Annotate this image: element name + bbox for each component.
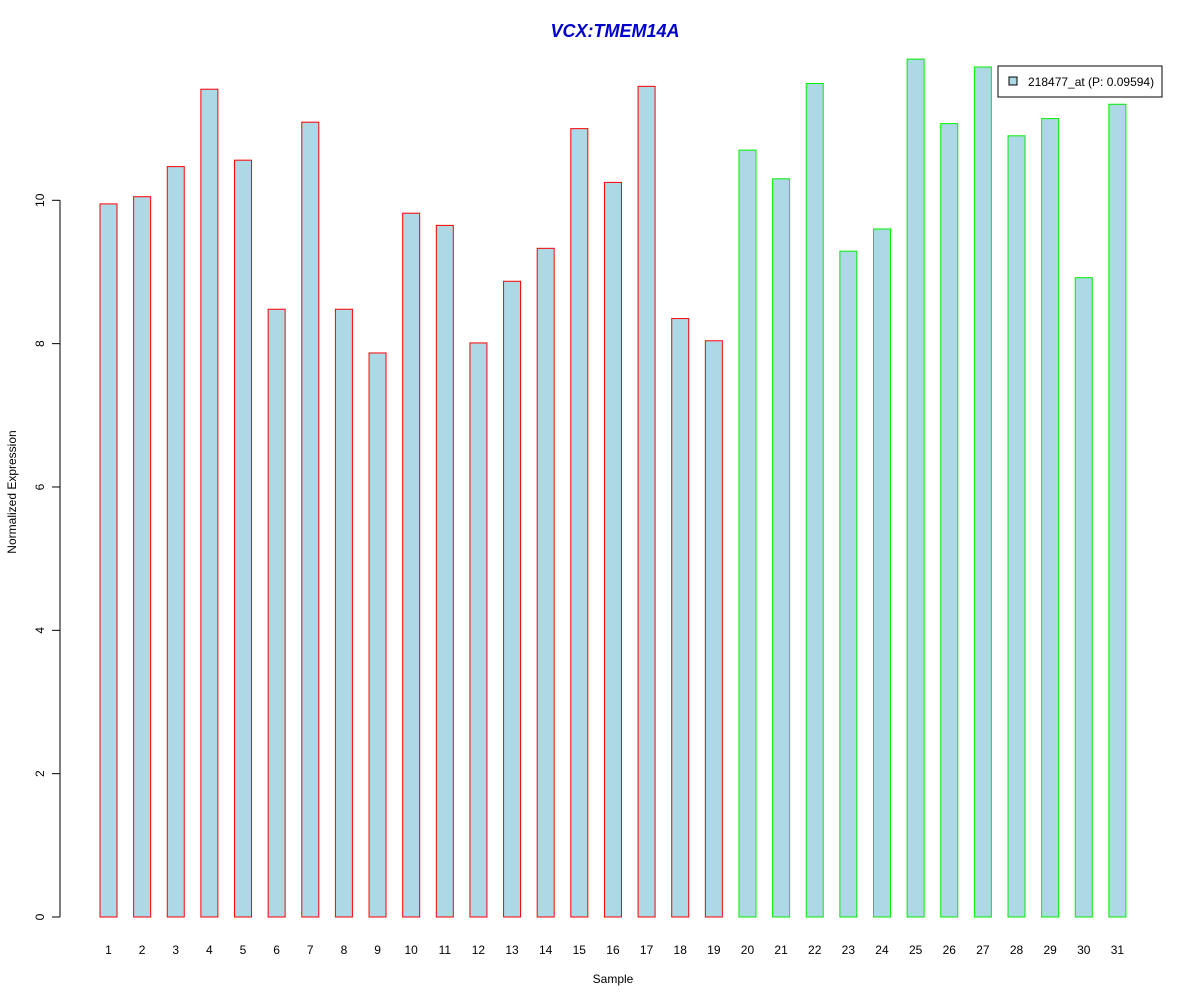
x-tick-label: 14 [539,943,553,957]
x-tick-label: 21 [774,943,788,957]
chart-title: VCX:TMEM14A [550,21,679,41]
bar-sample-12 [469,342,488,918]
bar-sample-24 [872,228,891,918]
x-tick-label: 2 [139,943,146,957]
x-tick-label: 16 [606,943,620,957]
y-axis-label: Normalized Expression [5,430,19,553]
bar-sample-3 [166,166,185,918]
y-tick-label: 4 [33,627,47,634]
x-tick-label: 4 [206,943,213,957]
bar-sample-29 [1041,118,1060,918]
bar-sample-21 [772,178,791,918]
bars-group [99,58,1127,918]
x-tick-label: 11 [439,943,452,957]
x-tick-label: 28 [1010,943,1024,957]
legend-label: 218477_at (P: 0.09594) [1028,75,1154,89]
y-tick-label: 0 [33,913,47,920]
x-tick-label: 17 [640,943,654,957]
x-tick-label: 6 [273,943,280,957]
y-tick-label: 6 [33,483,47,490]
bar-sample-11 [435,224,454,918]
y-tick-label: 2 [33,770,47,777]
bar-sample-26 [940,123,959,918]
legend-swatch [1008,76,1018,86]
bar-sample-13 [503,280,522,918]
x-tick-label: 25 [909,943,923,957]
x-tick-label: 19 [707,943,721,957]
x-tick-label: 12 [472,943,486,957]
bar-sample-25 [906,58,925,918]
bar-sample-23 [839,250,858,918]
x-tick-label: 24 [875,943,889,957]
x-axis-label: Sample [593,972,634,986]
x-tick-label: 9 [374,943,381,957]
bar-sample-14 [536,247,555,918]
y-axis: 0 2 4 6 8 10 [33,193,61,920]
bar-sample-6 [267,308,286,918]
x-tick-label: 20 [741,943,755,957]
bar-sample-15 [570,128,589,918]
x-tick-label: 22 [808,943,822,957]
bar-sample-10 [402,212,421,918]
bar-sample-27 [973,66,992,918]
x-tick-label: 18 [674,943,688,957]
legend-box [997,65,1163,98]
x-tick-label: 7 [307,943,314,957]
bar-sample-19 [704,340,723,918]
bar-sample-8 [334,308,353,918]
bar-sample-22 [805,82,824,918]
bar-sample-9 [368,352,387,918]
x-tick-label: 26 [943,943,957,957]
bar-sample-16 [603,181,622,918]
x-tick-label: 31 [1111,943,1125,957]
bar-sample-30 [1074,277,1093,918]
x-tick-label: 10 [404,943,418,957]
x-tick-label: 3 [172,943,179,957]
y-tick-label: 10 [33,193,47,207]
x-tick-label: 27 [976,943,990,957]
x-tick-label: 5 [240,943,247,957]
bar-sample-17 [637,85,656,918]
x-tick-label: 8 [341,943,348,957]
x-tick-label: 29 [1043,943,1057,957]
bar-sample-28 [1007,135,1026,918]
x-tick-label: 23 [842,943,856,957]
bar-sample-1 [99,203,118,918]
x-tick-label: 13 [505,943,519,957]
x-tick-labels: 1 2 3 4 5 6 7 8 9 10 11 12 13 14 15 16 17 18 19 20 21 22 23 24 2… [105,943,1124,957]
bar-sample-4 [200,88,219,918]
bar-sample-18 [671,318,690,918]
bar-sample-7 [301,121,320,918]
x-tick-label: 15 [573,943,587,957]
x-tick-label: 30 [1077,943,1091,957]
bar-sample-5 [234,159,253,918]
bar-sample-2 [133,196,152,918]
bar-sample-31 [1108,103,1127,918]
y-tick-label: 8 [33,340,47,347]
x-tick-label: 1 [105,943,112,957]
bar-sample-20 [738,149,757,918]
legend: 218477_at (P: 0.09594) [997,65,1163,98]
